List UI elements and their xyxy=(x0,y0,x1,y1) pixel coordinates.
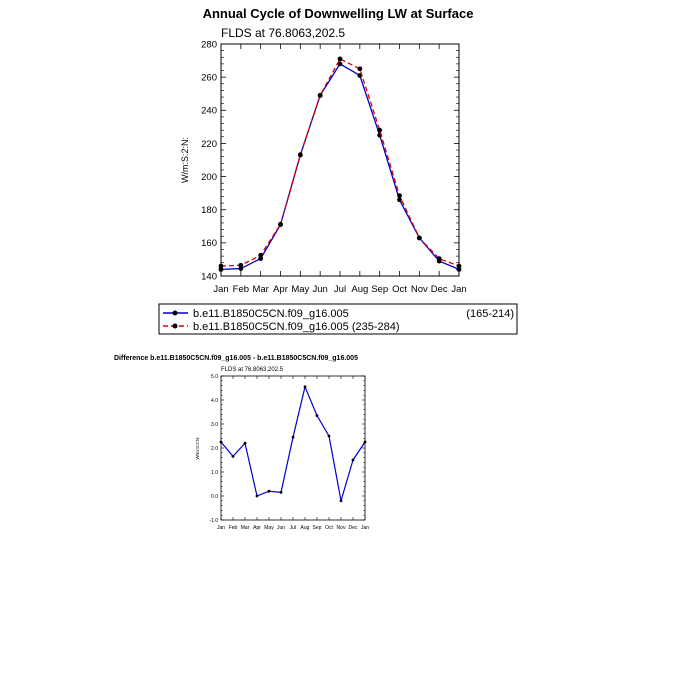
series-1-point xyxy=(231,455,235,458)
series-2-point xyxy=(278,221,283,227)
main-chart-subtitle: FLDS at 76.8063,202.5 xyxy=(221,26,345,40)
y-tick-label: 3.0 xyxy=(211,422,218,428)
legend-label-series-1: b.e11.B1850C5CN.f09_g16.005 xyxy=(193,308,349,320)
y-tick-label: 1.0 xyxy=(211,470,218,476)
x-tick-label: May xyxy=(291,284,309,295)
y-tick-label: 200 xyxy=(201,172,217,183)
series-2-point xyxy=(297,152,303,158)
x-tick-label: Dec xyxy=(431,284,448,295)
y-tick-label: 2.0 xyxy=(211,446,218,452)
series-2-point xyxy=(238,262,244,268)
series-line-2 xyxy=(220,58,460,267)
series-1-point xyxy=(337,61,343,67)
x-tick-label: Aug xyxy=(351,284,368,295)
y-tick-label: 280 xyxy=(201,39,217,50)
main-chart: Annual Cycle of Downwelling LW at Surfac… xyxy=(180,6,473,295)
x-tick-label: Sep xyxy=(371,284,388,295)
series-2-point xyxy=(258,252,264,258)
y-tick-label: 260 xyxy=(201,72,217,83)
legend-marker-series-2 xyxy=(172,323,178,329)
y-tick-label: 0.0 xyxy=(211,494,218,500)
series-2-point xyxy=(317,92,323,98)
x-tick-label: Feb xyxy=(229,525,238,531)
series-1-point xyxy=(315,414,319,417)
x-tick-label: Apr xyxy=(273,284,288,295)
x-tick-label: Jul xyxy=(334,284,346,295)
series-2-point xyxy=(416,235,422,241)
series-1-point xyxy=(397,197,402,203)
series-2-point xyxy=(337,56,343,62)
legend-label-series-2: b.e11.B1850C5CN.f09_g16.005 (235-284) xyxy=(193,321,400,333)
series-1-point xyxy=(291,435,295,439)
series-1-point xyxy=(219,440,223,444)
main-chart-ylabel: W/m:S:2:N: xyxy=(180,137,190,183)
difference-chart-title: Difference b.e11.B1850C5CN.f09_g16.005 -… xyxy=(114,355,358,362)
x-tick-label: May xyxy=(264,525,274,531)
x-tick-label: Dec xyxy=(349,525,358,531)
x-tick-label: Jan xyxy=(451,284,466,295)
legend-marker-series-1 xyxy=(172,310,178,316)
series-line-1 xyxy=(220,386,366,502)
series-1-point xyxy=(218,266,224,272)
series-2-point xyxy=(357,66,363,72)
series-1-point xyxy=(279,491,283,494)
x-tick-label: Oct xyxy=(325,525,333,531)
series-2-point xyxy=(456,263,462,269)
x-tick-label: Nov xyxy=(411,284,428,295)
series-1-point xyxy=(267,489,271,493)
x-tick-label: Jun xyxy=(277,525,285,531)
x-tick-label: Feb xyxy=(233,284,249,295)
plot-frame xyxy=(220,375,366,521)
series-1-point xyxy=(339,499,343,503)
x-tick-label: Mar xyxy=(241,525,250,531)
main-plot-area: 140 160 180 200 220 240 260 280 Jan Feb Mar Apr May J… xyxy=(201,39,467,295)
legend-range-series-1: (165-214) xyxy=(466,308,514,320)
x-tick-label: Jan xyxy=(213,284,228,295)
series-2-point xyxy=(377,127,383,133)
series-1-point xyxy=(303,385,307,389)
series-1-point xyxy=(258,256,264,261)
difference-plot-area: -1.0 0.0 1.0 2.0 3.0 4.0 5.0 Jan Feb Mar Apr May Jun… xyxy=(209,374,369,531)
x-tick-label: Jan xyxy=(361,525,369,531)
y-tick-label: 160 xyxy=(201,238,217,249)
series-2-point xyxy=(397,193,402,199)
y-tick-label: 140 xyxy=(201,271,217,282)
legend: b.e11.B1850C5CN.f09_g16.005 (165-214) b.… xyxy=(158,303,518,335)
x-tick-label: Jan xyxy=(217,525,225,531)
series-2-point xyxy=(218,263,224,269)
y-tick-label: 240 xyxy=(201,106,217,117)
x-tick-label: Jul xyxy=(290,525,296,531)
series-1-point xyxy=(456,266,462,272)
difference-chart-ylabel: W/m:S:2:N: xyxy=(195,436,200,459)
x-tick-label: Mar xyxy=(252,284,268,295)
series-1-point xyxy=(351,458,355,462)
main-chart-title: Annual Cycle of Downwelling LW at Surfac… xyxy=(203,6,474,21)
x-tick-label: Apr xyxy=(253,525,261,531)
series-1-point xyxy=(243,441,247,445)
plot-frame xyxy=(220,43,460,277)
y-tick-label: 180 xyxy=(201,205,217,216)
x-tick-label: Nov xyxy=(337,525,346,531)
y-tick-label: 220 xyxy=(201,139,217,150)
series-line-1 xyxy=(220,63,460,271)
series-1-point xyxy=(255,494,259,498)
y-tick-label: 4.0 xyxy=(211,398,218,404)
x-tick-label: Aug xyxy=(301,525,310,531)
series-2-point xyxy=(436,256,442,261)
series-1-point xyxy=(363,440,367,444)
difference-chart-subtitle: FLDS at 76.8063,202.5 xyxy=(221,367,284,373)
x-tick-label: Jun xyxy=(313,284,328,295)
series-1-point xyxy=(327,434,331,438)
y-tick-label: 5.0 xyxy=(211,374,218,380)
x-tick-label: Oct xyxy=(392,284,407,295)
series-1-point xyxy=(238,266,244,271)
x-tick-label: Sep xyxy=(313,525,322,531)
y-tick-label: -1.0 xyxy=(209,518,218,524)
legend-box xyxy=(158,303,518,335)
difference-chart: Difference b.e11.B1850C5CN.f09_g16.005 -… xyxy=(114,355,369,531)
